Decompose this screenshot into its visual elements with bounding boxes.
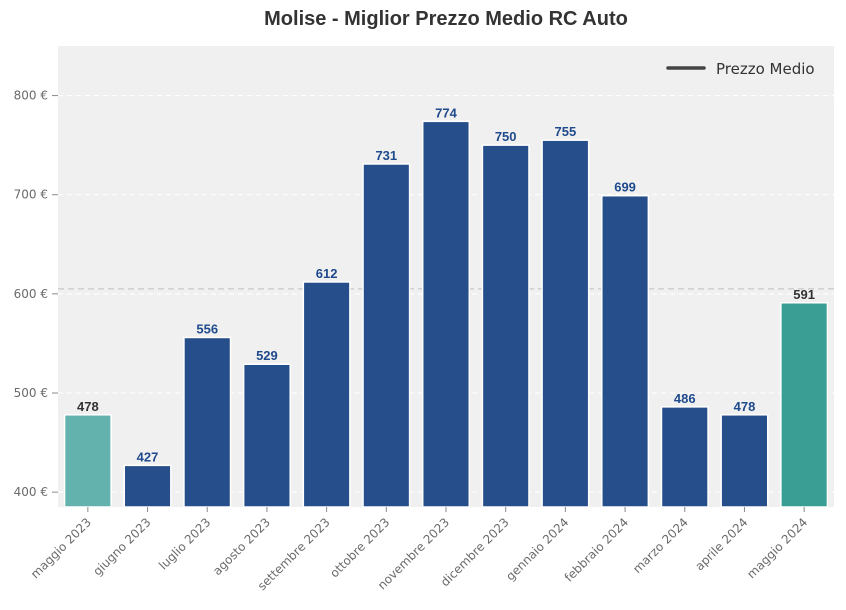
legend-label: Prezzo Medio [716, 60, 815, 78]
bars [63, 120, 829, 508]
data-label: 750 [495, 129, 517, 144]
data-label: 731 [375, 148, 397, 163]
chart-title: Molise - Miglior Prezzo Medio RC Auto [264, 8, 628, 30]
bar [601, 194, 650, 508]
x-tick-label: luglio 2023 [156, 515, 213, 572]
data-label: 486 [674, 391, 696, 406]
data-label: 699 [614, 180, 636, 195]
x-tick-label: maggio 2024 [744, 515, 810, 581]
data-label: 755 [555, 124, 577, 139]
data-label: 478 [734, 399, 756, 414]
data-label: 529 [256, 348, 278, 363]
data-label: 591 [793, 287, 815, 302]
bar [720, 414, 769, 508]
bar [421, 120, 471, 508]
x-tick-label: gennaio 2024 [503, 515, 571, 583]
bar [481, 144, 530, 508]
x-tick-label: febbraio 2024 [562, 515, 631, 584]
y-tick-label: 600 € [14, 287, 48, 301]
bar [660, 406, 709, 508]
y-tick-label: 800 € [14, 89, 48, 103]
bar [183, 336, 232, 508]
y-tick-label: 700 € [14, 188, 48, 202]
x-tick-label: aprile 2024 [692, 515, 750, 573]
data-label: 427 [137, 449, 159, 464]
x-tick-label: marzo 2024 [630, 515, 691, 576]
bar [541, 139, 590, 508]
bar [362, 163, 411, 508]
bar [63, 414, 112, 508]
data-labels: 478 427 556 529 612 731 774 750 755 699 486 478 591 [77, 105, 815, 464]
x-tick-label: maggio 2023 [28, 515, 94, 581]
data-label: 556 [196, 321, 218, 336]
data-label: 774 [435, 105, 457, 120]
x-tick-label: ottobre 2023 [327, 515, 392, 580]
y-tick-label: 400 € [14, 485, 48, 499]
data-label: 478 [77, 399, 99, 414]
bar [242, 363, 291, 508]
bar [123, 464, 172, 508]
x-tick-label: agosto 2023 [210, 515, 273, 578]
data-label: 612 [316, 266, 338, 281]
legend: Prezzo Medio [660, 52, 828, 86]
bar [780, 302, 829, 508]
bar [302, 281, 351, 508]
y-tick-label: 500 € [14, 386, 48, 400]
x-tick-label: giugno 2023 [90, 515, 153, 578]
y-axis-ticks: 400 € 500 € 600 € 700 € 800 € [14, 89, 58, 499]
